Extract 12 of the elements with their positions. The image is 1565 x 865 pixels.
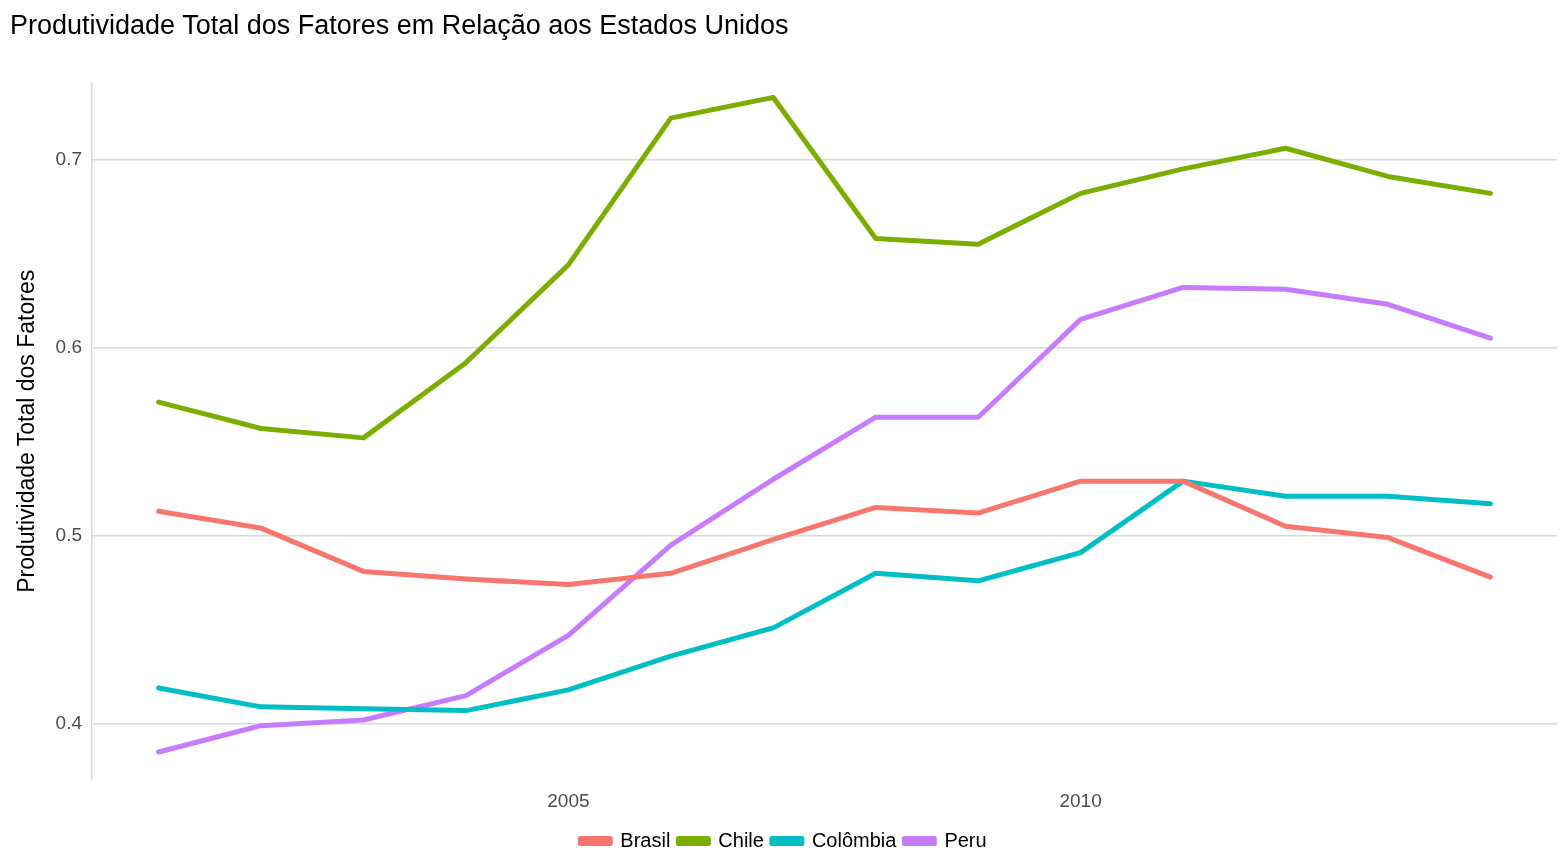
legend-label: Chile: [718, 828, 764, 851]
x-tick-label: 2010: [1059, 789, 1102, 811]
y-tick-label: 0.6: [55, 335, 83, 357]
x-tick-label: 2005: [547, 789, 590, 811]
y-tick-label: 0.5: [55, 523, 83, 545]
y-tick-label: 0.7: [55, 147, 83, 169]
legend-label: Colômbia: [811, 828, 898, 851]
legend-label: Brasil: [620, 828, 671, 851]
legend-label: Peru: [944, 828, 987, 851]
y-axis-title: Produtividade Total dos Fatores: [13, 269, 40, 593]
chart-title: Produtividade Total dos Fatores em Relação aos Estados Unidos: [10, 9, 789, 40]
y-tick-label: 0.4: [55, 712, 83, 734]
